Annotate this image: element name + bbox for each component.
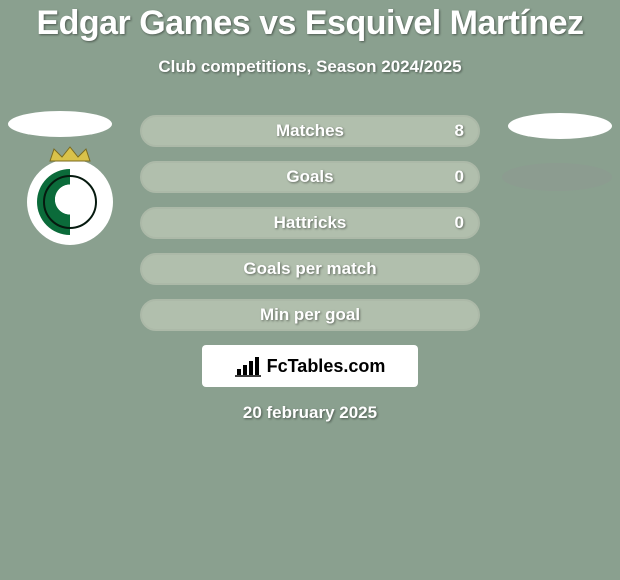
page-subtitle: Club competitions, Season 2024/2025	[0, 57, 620, 77]
stat-label: Matches	[276, 121, 344, 141]
comparison-card: Edgar Games vs Esquivel Martínez Club co…	[0, 0, 620, 580]
club-badge-inner	[37, 169, 103, 235]
stat-label: Goals	[286, 167, 333, 187]
page-title: Edgar Games vs Esquivel Martínez	[0, 0, 620, 43]
stat-row-min-per-goal: Min per goal	[140, 299, 480, 331]
stat-label: Min per goal	[260, 305, 360, 325]
stat-row-goals-per-match: Goals per match	[140, 253, 480, 285]
crown-icon	[48, 145, 92, 163]
stat-row-hattricks: Hattricks 0	[140, 207, 480, 239]
stat-value: 8	[455, 121, 464, 141]
player-right-ellipse-2	[502, 163, 612, 191]
stat-label: Hattricks	[274, 213, 347, 233]
player-left-ellipse	[8, 111, 112, 137]
date-text: 20 february 2025	[0, 403, 620, 423]
player-right-ellipse	[508, 113, 612, 139]
stats-area: Matches 8 Goals 0 Hattricks 0 Goals per …	[0, 115, 620, 423]
stat-value: 0	[455, 213, 464, 233]
bar-chart-icon	[235, 355, 261, 377]
stat-label: Goals per match	[243, 259, 376, 279]
branding-badge: FcTables.com	[202, 345, 418, 387]
club-badge	[27, 159, 113, 245]
branding-text: FcTables.com	[267, 356, 386, 377]
stat-row-matches: Matches 8	[140, 115, 480, 147]
stat-rows: Matches 8 Goals 0 Hattricks 0 Goals per …	[140, 115, 480, 331]
stat-row-goals: Goals 0	[140, 161, 480, 193]
stat-value: 0	[455, 167, 464, 187]
